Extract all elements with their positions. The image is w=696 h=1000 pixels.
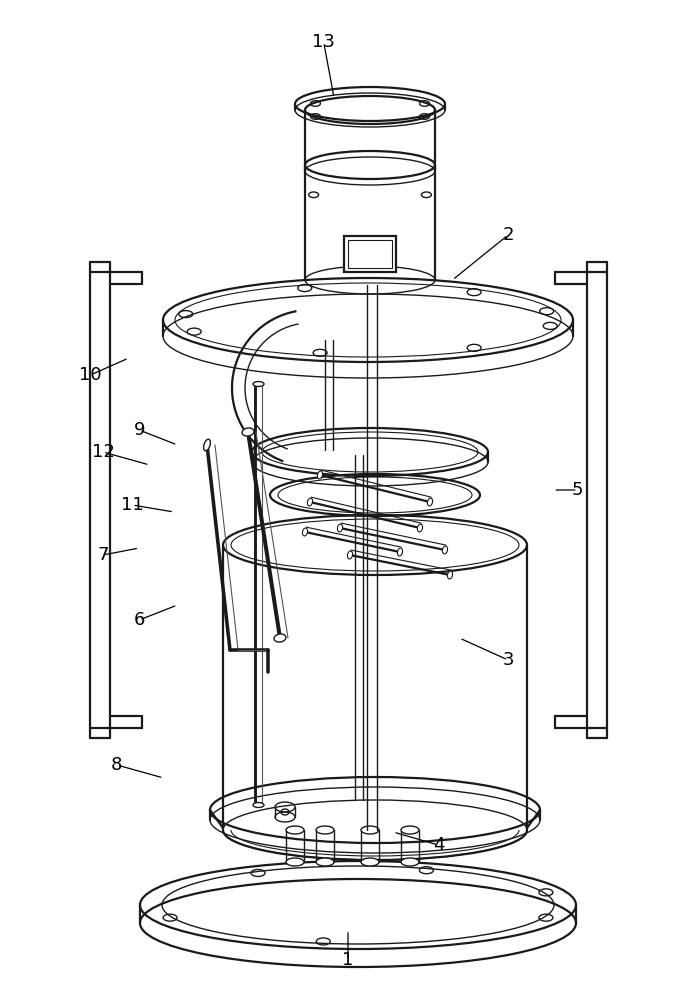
Ellipse shape — [361, 826, 379, 834]
Text: 10: 10 — [79, 366, 102, 384]
Ellipse shape — [361, 858, 379, 866]
Ellipse shape — [253, 381, 264, 386]
Text: 4: 4 — [433, 836, 444, 854]
Text: 6: 6 — [134, 611, 145, 629]
Text: 7: 7 — [97, 546, 109, 564]
Ellipse shape — [308, 498, 313, 506]
Ellipse shape — [427, 498, 433, 506]
Ellipse shape — [286, 826, 304, 834]
Text: 2: 2 — [503, 226, 514, 244]
Ellipse shape — [401, 858, 419, 866]
Ellipse shape — [316, 858, 334, 866]
Ellipse shape — [274, 634, 286, 642]
Text: 11: 11 — [121, 496, 143, 514]
Text: 1: 1 — [342, 951, 354, 969]
Ellipse shape — [317, 471, 323, 479]
Ellipse shape — [303, 528, 308, 536]
Ellipse shape — [204, 439, 210, 451]
Ellipse shape — [397, 548, 402, 556]
Text: 13: 13 — [313, 33, 335, 51]
Bar — [344, 236, 396, 272]
Ellipse shape — [338, 524, 342, 532]
Ellipse shape — [448, 571, 452, 579]
Ellipse shape — [253, 802, 264, 808]
Ellipse shape — [286, 858, 304, 866]
Ellipse shape — [347, 551, 353, 559]
Ellipse shape — [443, 546, 448, 554]
Text: 3: 3 — [503, 651, 514, 669]
Ellipse shape — [418, 524, 422, 532]
Bar — [348, 240, 392, 268]
Text: 5: 5 — [572, 481, 583, 499]
Ellipse shape — [401, 826, 419, 834]
Text: 12: 12 — [92, 443, 114, 461]
Text: 8: 8 — [111, 756, 122, 774]
Ellipse shape — [242, 428, 254, 436]
Text: 9: 9 — [134, 421, 145, 439]
Ellipse shape — [316, 826, 334, 834]
